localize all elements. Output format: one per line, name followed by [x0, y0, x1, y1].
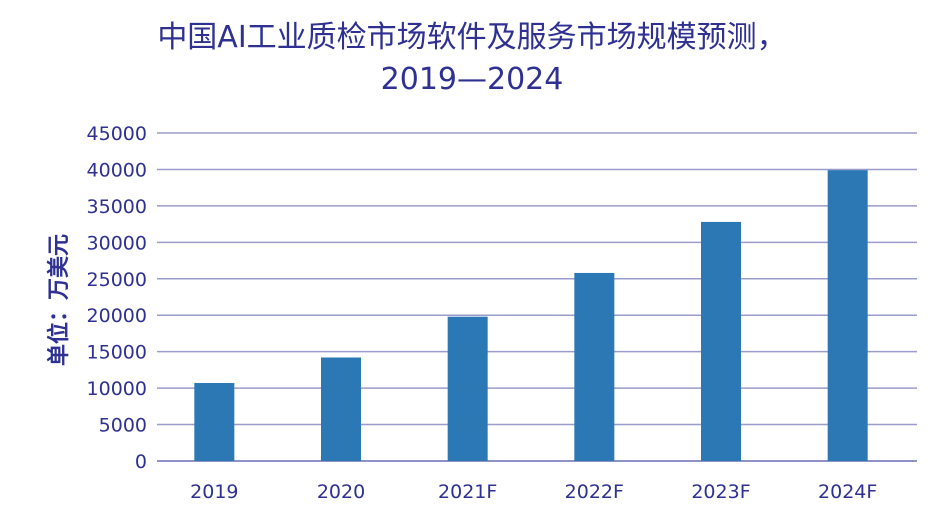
y-tick-label: 30000 — [87, 232, 147, 254]
chart-title-line1: 中国AI工业质检市场软件及服务市场规模预测， — [157, 20, 787, 55]
y-axis-label: 单位：万美元 — [46, 234, 72, 366]
y-tick-label: 40000 — [87, 159, 147, 181]
x-tick-label: 2019 — [190, 481, 238, 503]
x-tick-label: 2022F — [565, 481, 624, 503]
y-tick-label: 0 — [135, 451, 147, 473]
y-tick-label: 25000 — [87, 269, 147, 291]
x-tick-label: 2021F — [438, 481, 497, 503]
y-tick-label: 20000 — [87, 305, 147, 327]
y-tick-label: 45000 — [87, 123, 147, 145]
y-tick-label: 15000 — [87, 342, 147, 364]
bar-2024F — [827, 170, 868, 461]
y-tick-label: 5000 — [99, 415, 147, 437]
bar-2021F — [447, 316, 488, 461]
x-tick-label: 2023F — [691, 481, 750, 503]
x-tick-label: 2024F — [818, 481, 877, 503]
bar-2023F — [701, 221, 741, 461]
bar-2020 — [321, 357, 361, 461]
x-tick-label: 2020 — [317, 481, 365, 503]
y-tick-label: 10000 — [87, 378, 147, 400]
bar-2022F — [574, 272, 615, 461]
y-tick-label: 35000 — [87, 196, 147, 218]
chart-title-line2: 2019—2024 — [380, 62, 564, 97]
bar-2019 — [194, 383, 235, 461]
